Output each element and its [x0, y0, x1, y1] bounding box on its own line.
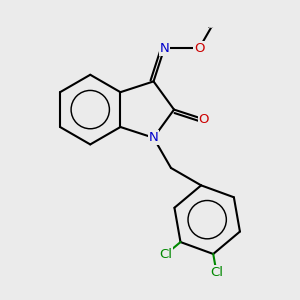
Text: methoxy: methoxy — [208, 26, 214, 28]
Text: O: O — [199, 113, 209, 126]
Text: N: N — [159, 42, 169, 55]
Text: N: N — [159, 42, 169, 55]
Text: O: O — [194, 42, 204, 55]
Text: methoxy: methoxy — [213, 24, 219, 26]
Text: Cl: Cl — [159, 248, 172, 261]
Text: N: N — [149, 131, 158, 144]
Text: Cl: Cl — [210, 266, 223, 279]
Text: methyl: methyl — [211, 26, 216, 27]
Text: O: O — [194, 42, 204, 55]
